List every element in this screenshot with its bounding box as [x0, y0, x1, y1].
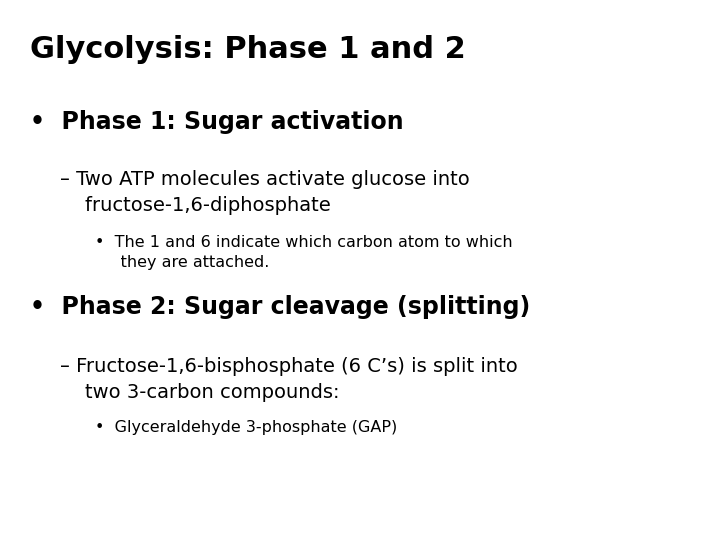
Text: •  Glyceraldehyde 3-phosphate (GAP): • Glyceraldehyde 3-phosphate (GAP) [95, 420, 397, 435]
Text: •  Phase 1: Sugar activation: • Phase 1: Sugar activation [30, 110, 404, 134]
Text: – Fructose-1,6-bisphosphate (6 C’s) is split into
    two 3-carbon compounds:: – Fructose-1,6-bisphosphate (6 C’s) is s… [60, 357, 518, 402]
Text: •  The 1 and 6 indicate which carbon atom to which
     they are attached.: • The 1 and 6 indicate which carbon atom… [95, 235, 513, 271]
Text: – Two ATP molecules activate glucose into
    fructose-1,6-diphosphate: – Two ATP molecules activate glucose int… [60, 170, 469, 215]
Text: Glycolysis: Phase 1 and 2: Glycolysis: Phase 1 and 2 [30, 35, 466, 64]
Text: •  Phase 2: Sugar cleavage (splitting): • Phase 2: Sugar cleavage (splitting) [30, 295, 530, 319]
